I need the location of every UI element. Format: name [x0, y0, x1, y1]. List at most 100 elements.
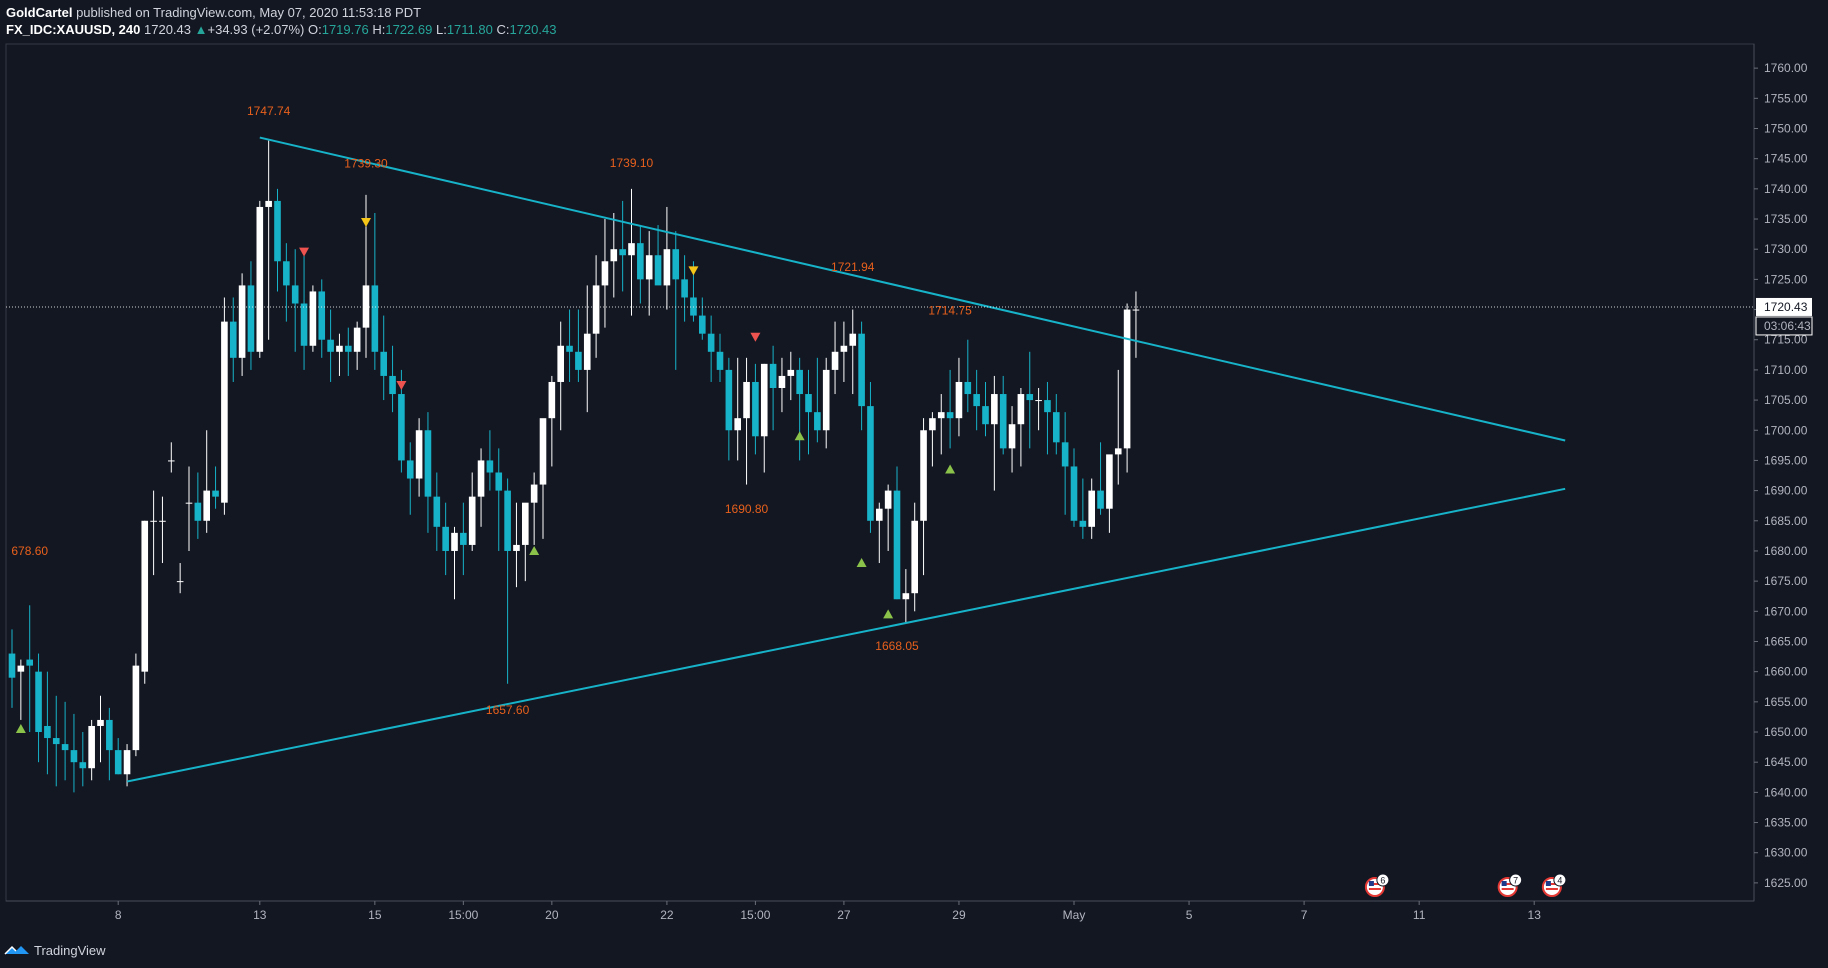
last-price-box: 1720.43 03:06:43 — [1755, 297, 1813, 336]
candle-body — [637, 243, 644, 280]
last-price-value: 1720.43 — [1764, 300, 1808, 314]
countdown-box-bg — [1755, 316, 1813, 336]
bullish-candle — [530, 472, 538, 545]
candle-body — [70, 750, 78, 763]
bullish-candle — [610, 212, 618, 298]
bullish-candle — [778, 357, 786, 413]
candle-body — [141, 520, 149, 672]
candle-body — [557, 345, 564, 382]
footer-brand[interactable]: TradingView — [4, 940, 106, 960]
candle-body — [229, 321, 237, 358]
bearish-candle — [283, 243, 290, 322]
candle-body — [283, 261, 290, 286]
flag-stripe — [1368, 888, 1381, 890]
arrow-down-icon — [688, 266, 699, 276]
price-tick-label: 1675.00 — [1764, 574, 1808, 588]
bearish-candle — [52, 695, 60, 787]
candle-body — [884, 490, 892, 509]
price-axis[interactable]: 1625.00 1630.00 1635.00 1640.00 1645.00 1650.… — [1754, 61, 1808, 890]
candle-body — [327, 339, 334, 352]
price-tick-label: 1755.00 — [1764, 91, 1808, 105]
bearish-candle — [61, 701, 69, 781]
candle-body — [168, 460, 175, 462]
time-tick-label: 27 — [837, 908, 851, 922]
bearish-candle — [1061, 412, 1069, 515]
open-label: O: — [307, 22, 322, 37]
candle-body — [247, 285, 255, 352]
candle-body — [88, 725, 95, 769]
candle-body — [318, 291, 326, 340]
time-tick-label: 22 — [660, 908, 674, 922]
price-tick-label: 1760.00 — [1764, 61, 1808, 75]
bearish-candle — [114, 738, 122, 775]
time-tick-label: 8 — [115, 908, 122, 922]
price-tick-label: 1650.00 — [1764, 725, 1808, 739]
bearish-candle — [637, 225, 644, 304]
candle-body — [1035, 400, 1042, 402]
candle-body — [619, 249, 626, 256]
bearish-candle — [8, 629, 16, 708]
candle-body — [937, 412, 945, 419]
candle-body — [26, 659, 33, 666]
price-tick-label: 1715.00 — [1764, 333, 1808, 347]
bearish-candle — [247, 261, 255, 370]
bullish-candle — [238, 273, 246, 376]
candle-body — [265, 200, 272, 207]
arrow-down-icon — [299, 247, 310, 257]
candle-body — [716, 351, 724, 370]
time-tick-label: 20 — [545, 908, 559, 922]
candle-body — [681, 279, 688, 298]
trendlines[interactable] — [126, 136, 1566, 783]
bearish-candle — [973, 369, 980, 431]
bullish-candle — [203, 430, 210, 533]
bearish-candle — [229, 297, 237, 382]
badge-count: 7 — [1513, 876, 1518, 886]
bullish-candle — [1114, 369, 1122, 485]
candle-body — [1053, 412, 1060, 443]
bearish-candle — [424, 412, 432, 533]
bearish-candle — [44, 671, 51, 775]
bearish-candle — [380, 315, 387, 401]
candle-body — [814, 412, 821, 431]
arrow-up-icon — [794, 431, 805, 441]
candle-body — [743, 381, 750, 419]
symbol-label[interactable]: FX_IDC:XAUUSD, 240 — [6, 22, 141, 37]
bullish-candle — [592, 255, 600, 358]
event-badges[interactable]: 6 7 4 — [1364, 873, 1567, 897]
price-annotation-label: 1714.75 — [928, 303, 972, 317]
candle-body — [52, 738, 60, 745]
candle-body — [522, 502, 529, 545]
bearish-candle — [805, 369, 812, 455]
time-tick-label: May — [1063, 908, 1086, 922]
price-tick-label: 1690.00 — [1764, 484, 1808, 498]
arrow-down-icon — [361, 218, 371, 228]
candle-body — [610, 249, 618, 262]
candle-body — [858, 333, 865, 407]
high-label: H: — [372, 22, 386, 37]
bullish-candle — [743, 357, 750, 485]
price-tick-label: 1645.00 — [1764, 755, 1808, 769]
badge-count-bubble — [1553, 873, 1567, 887]
candle-body — [539, 418, 547, 485]
price-annotation-label: 1747.74 — [247, 104, 291, 118]
author-name[interactable]: GoldCartel — [6, 5, 73, 20]
arrow-up-icon — [945, 464, 956, 474]
candle-body — [902, 593, 910, 600]
publish-info: published on TradingView.com, May 07, 20… — [72, 5, 422, 20]
candle-body — [822, 369, 830, 431]
candle-body — [185, 502, 193, 504]
time-axis[interactable]: 8 13 15 15:00 20 22 15:00 27 29 May 5 7 11 13 — [115, 901, 1541, 922]
open-value: 1719.76 — [321, 22, 369, 37]
candle-body — [486, 460, 494, 473]
last-price-box-bg — [1756, 297, 1812, 316]
time-tick-label: 29 — [952, 908, 966, 922]
price-tick-label: 1680.00 — [1764, 544, 1808, 558]
price-annotation-label: 678.60 — [11, 544, 48, 558]
arrow-down-icon — [750, 332, 761, 342]
bearish-candle — [106, 707, 113, 781]
candle-body — [1061, 442, 1069, 467]
high-value: 1722.69 — [385, 22, 433, 37]
candle-body — [530, 484, 538, 503]
economic-event-badge: 4 — [1541, 873, 1567, 897]
